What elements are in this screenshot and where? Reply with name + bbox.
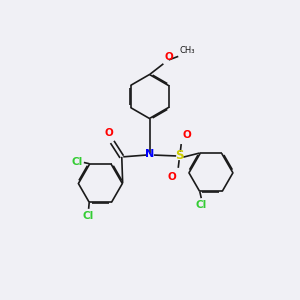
Text: Cl: Cl: [196, 200, 207, 210]
Text: S: S: [176, 149, 184, 162]
Text: Cl: Cl: [71, 157, 83, 167]
Text: O: O: [165, 52, 174, 62]
Text: Cl: Cl: [82, 211, 93, 220]
Text: O: O: [183, 130, 191, 140]
Text: O: O: [105, 128, 114, 138]
Text: CH₃: CH₃: [180, 46, 195, 55]
Text: O: O: [168, 172, 177, 182]
Text: N: N: [146, 149, 154, 160]
